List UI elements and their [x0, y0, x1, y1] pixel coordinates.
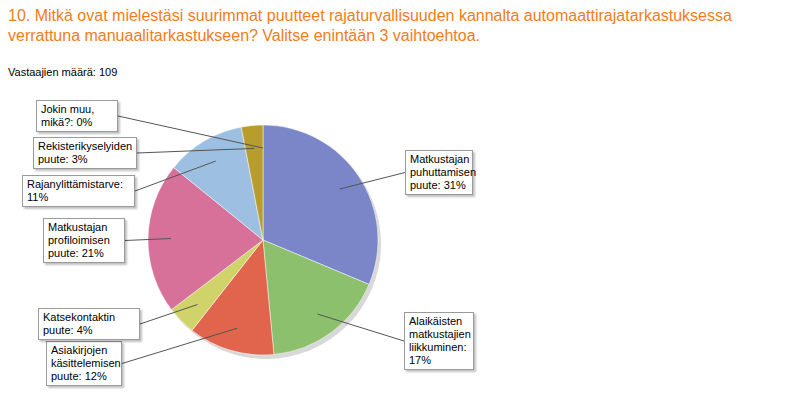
value-label: 12%	[85, 370, 107, 382]
leader-line	[137, 148, 254, 153]
data-label: Matkustajan puhuttamisen puute: 31%	[405, 150, 473, 195]
data-label: Katsekontaktin puute: 4%	[38, 308, 140, 340]
leader-line	[125, 239, 171, 241]
leader-line	[140, 305, 197, 324]
leader-line	[340, 173, 405, 190]
category-label: Rajanylittämistarve	[27, 178, 120, 190]
category-label: Alaikäisten matkustajien liikkuminen	[409, 315, 471, 353]
data-label: Asiakirjojen käsittelemisen puute: 12%	[46, 341, 122, 386]
data-label: Rajanylittämistarve: 11%	[22, 175, 135, 207]
value-label: 31%	[444, 179, 466, 191]
value-label: 17%	[409, 354, 431, 366]
leader-lines	[118, 116, 405, 364]
subtitle: Vastaajien määrä: 109	[8, 66, 117, 78]
leader-line	[118, 116, 263, 148]
leader-line	[135, 161, 216, 191]
leader-line	[318, 314, 404, 341]
value-label: 21%	[82, 247, 104, 259]
slices	[148, 125, 378, 355]
data-label: Jokin muu, mikä?: 0%	[36, 100, 118, 132]
data-label: Rekisterikyselyiden puute: 3%	[33, 137, 137, 169]
value-label: 3%	[72, 153, 88, 165]
value-label: 11%	[27, 191, 48, 203]
value-label: 4%	[77, 324, 93, 336]
value-label: 0%	[76, 116, 92, 128]
slice	[241, 125, 263, 240]
category-label: Matkustajan puhuttamisen puute	[410, 153, 476, 191]
data-label: Matkustajan profiloimisen puute: 21%	[43, 218, 125, 263]
slice	[263, 240, 369, 354]
data-label: Alaikäisten matkustajien liikkuminen: 17…	[404, 312, 474, 370]
title: 10. Mitkä ovat mielestäsi suurimmat puut…	[8, 6, 778, 46]
slice	[263, 125, 264, 240]
